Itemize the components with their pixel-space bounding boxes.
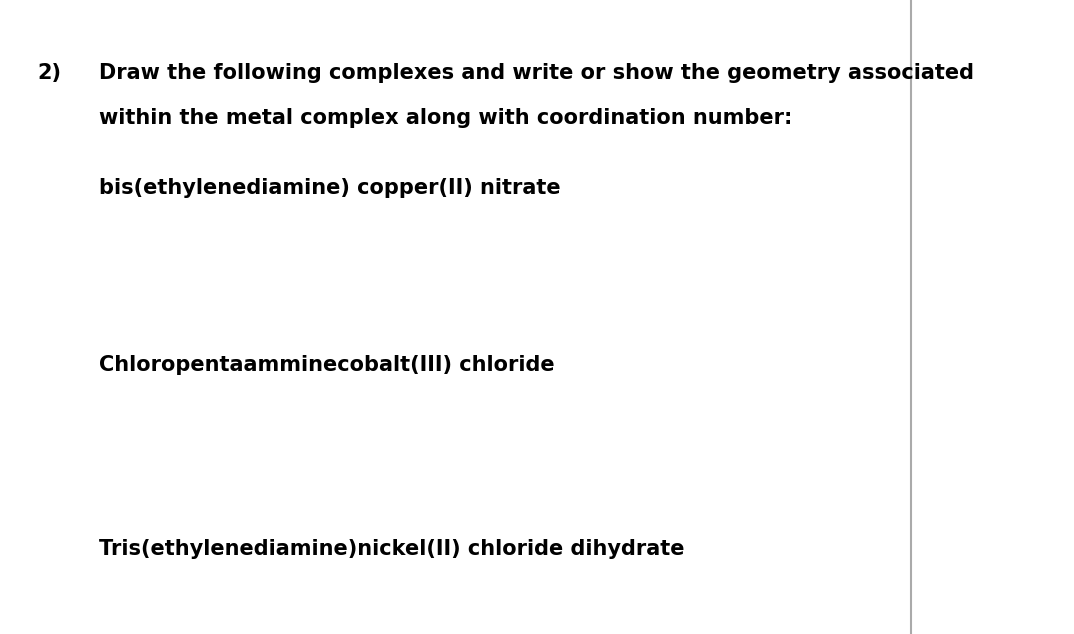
Text: Draw the following complexes and write or show the geometry associated: Draw the following complexes and write o…	[99, 63, 974, 84]
Text: within the metal complex along with coordination number:: within the metal complex along with coor…	[99, 108, 793, 128]
Text: Chloropentaamminecobalt(III) chloride: Chloropentaamminecobalt(III) chloride	[99, 355, 555, 375]
Text: Tris(ethylenediamine)nickel(II) chloride dihydrate: Tris(ethylenediamine)nickel(II) chloride…	[99, 539, 684, 559]
Text: bis(ethylenediamine) copper(II) nitrate: bis(ethylenediamine) copper(II) nitrate	[99, 178, 561, 198]
Text: 2): 2)	[38, 63, 62, 84]
